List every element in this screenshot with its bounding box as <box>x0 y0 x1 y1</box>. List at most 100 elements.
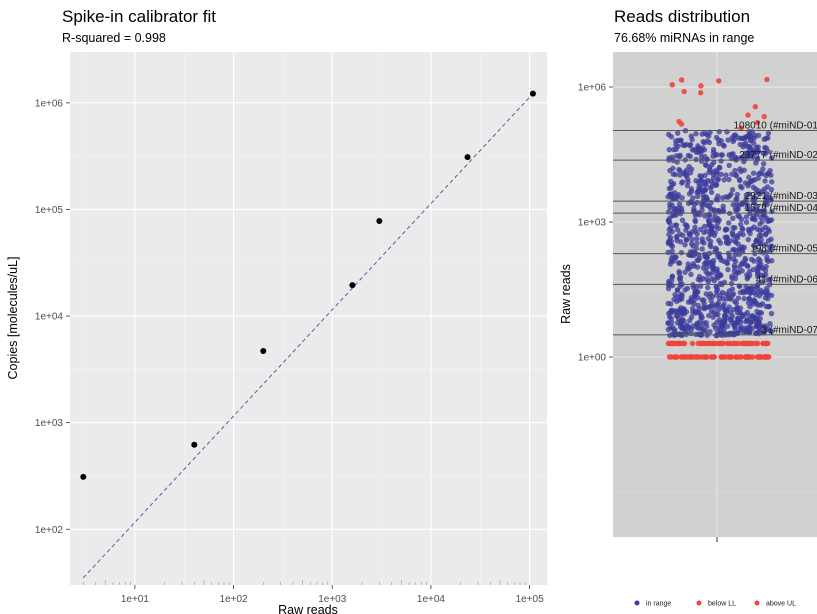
in-range-point <box>699 207 705 213</box>
in-range-point <box>737 183 744 190</box>
in-range-point <box>704 156 710 162</box>
in-range-point <box>685 152 692 159</box>
in-range-point <box>678 319 684 326</box>
in-range-point <box>725 194 731 200</box>
in-range-point <box>682 269 688 275</box>
in-range-point <box>704 254 710 260</box>
in-range-point <box>665 300 671 307</box>
in-range-point <box>723 240 730 246</box>
in-range-point <box>740 231 746 238</box>
in-range-point <box>681 325 688 331</box>
in-range-point <box>684 182 691 189</box>
in-range-point <box>699 236 705 242</box>
in-range-point <box>694 264 701 270</box>
in-range-point <box>732 258 739 264</box>
above-ul-point <box>676 118 682 125</box>
below-ll-point <box>736 340 742 347</box>
in-range-point <box>697 226 704 233</box>
in-range-point <box>746 131 753 138</box>
in-range-point <box>728 280 735 287</box>
in-range-point <box>726 220 732 226</box>
in-range-point <box>751 194 757 200</box>
in-range-point <box>713 268 720 274</box>
in-range-point <box>754 155 761 161</box>
in-range-point <box>729 135 735 141</box>
below-ll-point <box>725 340 731 347</box>
in-range-point <box>715 300 722 306</box>
in-range-point <box>686 191 693 197</box>
in-range-point <box>764 215 770 222</box>
below-ll-point <box>709 354 715 360</box>
reference-line-label: 2921 (#miND-03 <box>745 191 817 202</box>
in-range-point <box>750 170 757 176</box>
in-range-point <box>768 236 774 242</box>
in-range-point <box>691 146 697 153</box>
in-range-point <box>713 292 720 298</box>
in-range-point <box>702 187 708 194</box>
in-range-point <box>706 221 713 228</box>
in-range-point <box>688 314 695 320</box>
in-range-point <box>724 259 730 266</box>
in-range-point <box>680 232 686 238</box>
in-range-point <box>738 216 745 223</box>
below-ll-point <box>763 340 770 347</box>
in-range-point <box>749 216 755 222</box>
in-range-point <box>666 240 673 246</box>
calibrator-point <box>376 217 383 224</box>
in-range-point <box>706 169 712 176</box>
calibrator-point <box>529 90 536 97</box>
left-x-tick-label: 1e+02 <box>220 594 249 605</box>
in-range-point <box>765 325 771 332</box>
below-ll-point <box>678 354 684 360</box>
in-range-point <box>674 308 680 315</box>
legend-label: above UL <box>766 601 796 608</box>
above-ul-point <box>738 125 744 131</box>
in-range-point <box>718 272 724 279</box>
legend-swatch <box>754 600 760 606</box>
left-x-tick-label: 1e+04 <box>417 594 446 605</box>
in-range-point <box>687 232 693 239</box>
in-range-point <box>732 167 738 174</box>
left-y-tick-labels: 1e+02 1e+03 1e+04 1e+05 1e+06 <box>35 98 70 536</box>
in-range-point <box>670 171 676 177</box>
left-x-tick-labels: 1e+01 1e+02 1e+03 1e+04 1e+05 <box>121 585 544 605</box>
calibrator-point <box>464 154 471 161</box>
in-range-point <box>759 188 766 195</box>
in-range-point <box>716 141 722 147</box>
in-range-point <box>669 154 675 160</box>
fit-line <box>82 93 534 579</box>
legend-swatch <box>634 600 640 606</box>
reference-line-label: 23777 (#miND-02 <box>739 150 817 161</box>
in-range-point <box>769 179 775 185</box>
in-range-point <box>759 279 766 285</box>
left-x-tick-label: 1e+03 <box>318 594 347 605</box>
in-range-point <box>674 287 681 293</box>
in-range-point <box>757 248 764 255</box>
in-range-point <box>718 158 724 164</box>
in-range-point <box>721 279 728 286</box>
in-range-point <box>691 297 697 304</box>
in-range-point <box>715 176 722 182</box>
in-range-point <box>729 273 735 280</box>
in-range-point <box>765 276 771 283</box>
in-range-point <box>665 249 671 256</box>
in-range-point <box>724 129 730 135</box>
in-range-point <box>676 268 682 275</box>
in-range-point <box>757 221 763 227</box>
in-range-point <box>710 171 716 178</box>
in-range-point <box>693 236 700 242</box>
in-range-point <box>695 331 702 337</box>
in-range-point <box>671 212 677 219</box>
in-range-point <box>709 162 715 168</box>
in-range-point <box>679 217 686 223</box>
in-range-point <box>712 325 719 332</box>
in-range-point <box>705 217 712 223</box>
calibrator-point <box>191 441 198 448</box>
in-range-point <box>755 132 762 139</box>
in-range-point <box>747 318 753 324</box>
reference-line-label: 3 (#miND-07 <box>761 325 817 336</box>
above-ul-point <box>761 113 767 120</box>
in-range-point <box>708 308 715 315</box>
in-range-point <box>677 152 683 159</box>
left-y-tick-label: 1e+05 <box>35 205 64 216</box>
